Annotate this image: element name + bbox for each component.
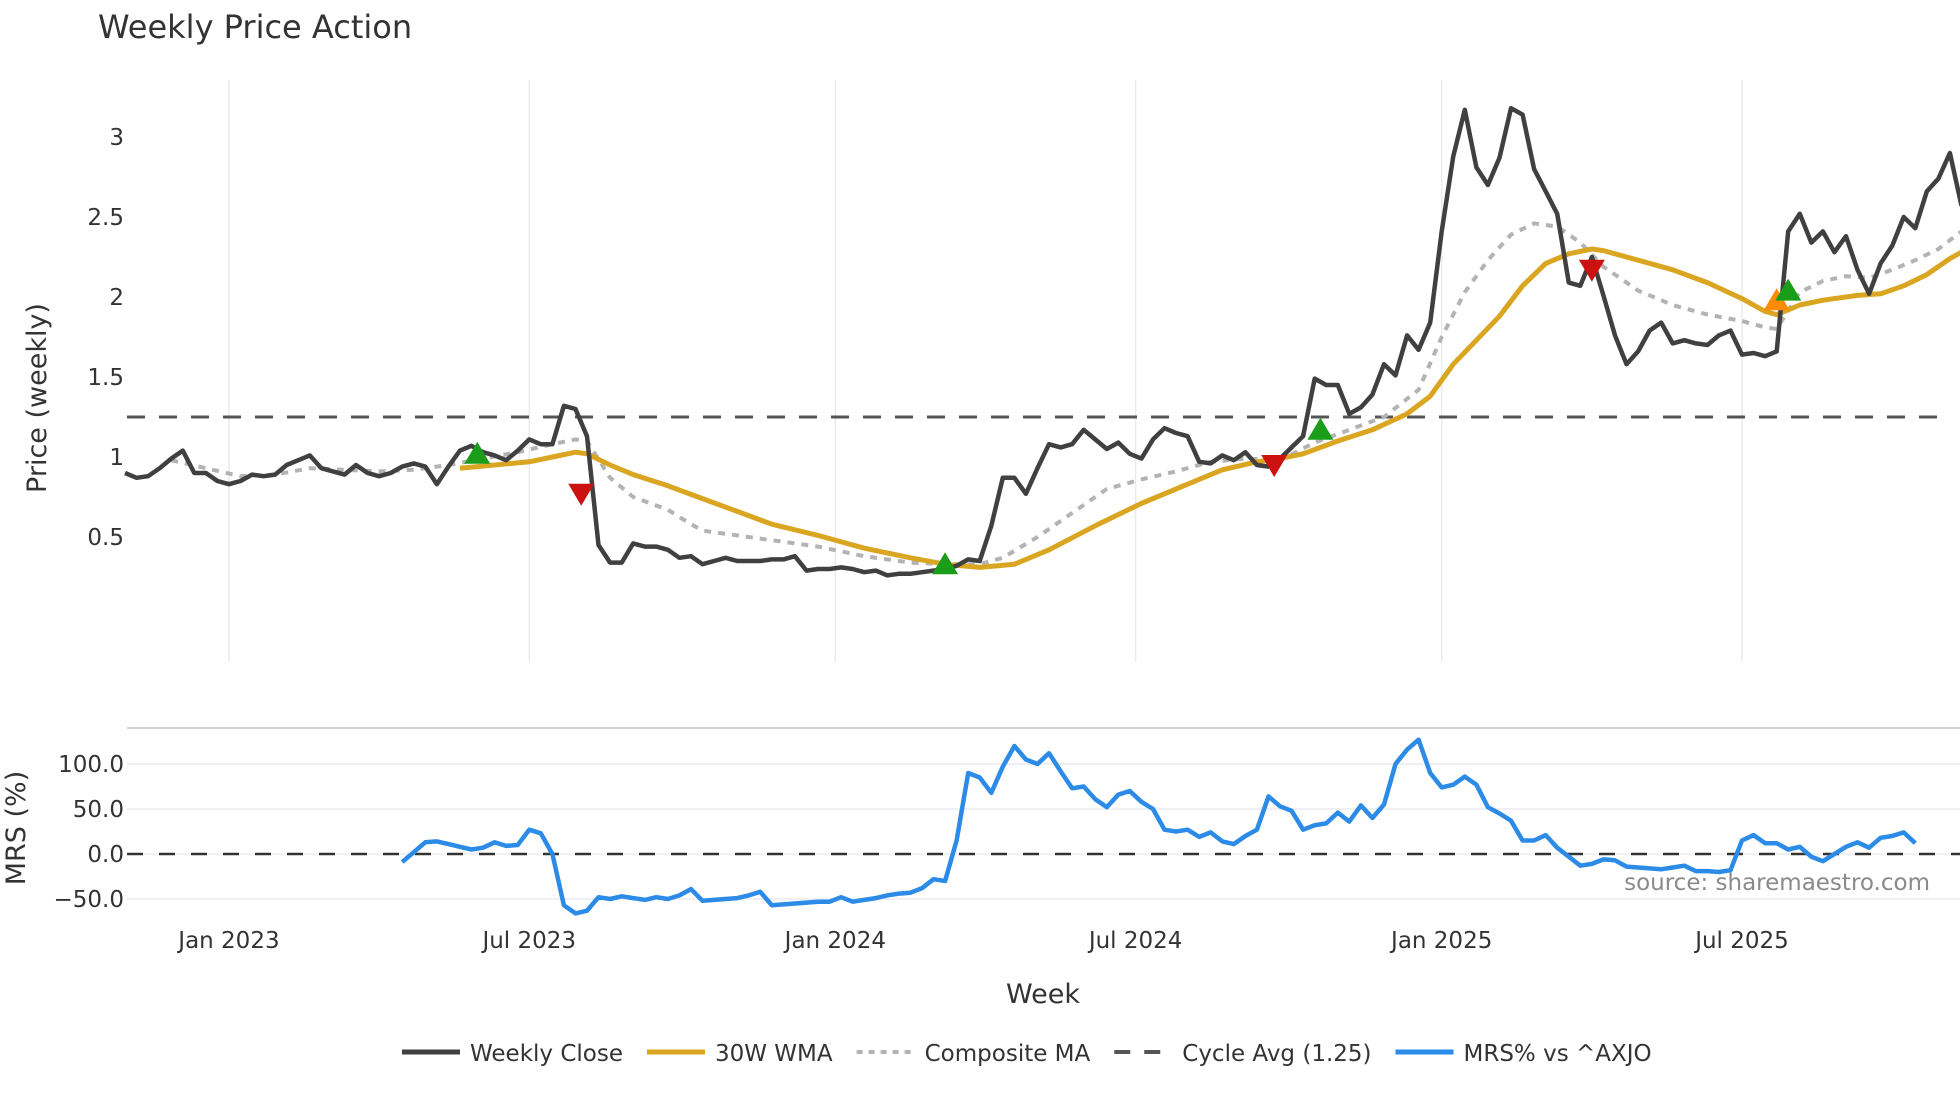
30w-wma-line	[459, 246, 1960, 570]
mrs-y-tick-label: 0.0	[87, 842, 124, 868]
weekly-close-line	[124, 105, 1960, 578]
x-tick-label: Jul 2023	[480, 928, 576, 954]
x-tick-label: Jan 2024	[783, 928, 886, 954]
legend-label: 30W WMA	[715, 1041, 833, 1067]
price-y-tick-label: 2	[109, 285, 124, 311]
sell-signal-marker	[1578, 259, 1605, 282]
sell-signal-marker	[568, 483, 595, 506]
x-tick-label: Jan 2023	[176, 928, 279, 954]
x-axis-ticks: Jan 2023 Jul 2023 Jan 2024 Jul 2024 Jan 2025…	[176, 928, 1789, 954]
chart-title: Weekly Price Action	[98, 8, 412, 46]
price-series	[124, 105, 1960, 578]
mrs-y-ticks: −50.0 0.0 50.0 100.0	[54, 752, 124, 913]
mrs-y-tick-label: −50.0	[54, 887, 124, 913]
legend-label: Weekly Close	[470, 1041, 623, 1067]
price-y-tick-label: 2.5	[87, 205, 124, 231]
legend-item: Cycle Avg (1.25)	[1114, 1041, 1372, 1067]
legend-item: 30W WMA	[646, 1041, 833, 1067]
price-y-tick-label: 0.5	[87, 525, 124, 551]
legend-label: Cycle Avg (1.25)	[1182, 1041, 1371, 1067]
source-attribution: source: sharemaestro.com	[1624, 870, 1930, 896]
price-gridlines	[228, 80, 1743, 662]
x-tick-label: Jul 2025	[1693, 928, 1789, 954]
legend-item: Composite MA	[856, 1041, 1091, 1067]
buy-signal-marker	[932, 552, 959, 575]
price-panel: 0.5 1 1.5 2 2.5 3 Price (weekly)	[22, 80, 1960, 662]
legend-item: Weekly Close	[402, 1041, 623, 1067]
mrs-panel: −50.0 0.0 50.0 100.0 MRS (%) source: sharem…	[1, 727, 1960, 916]
price-y-ticks: 0.5 1 1.5 2 2.5 3	[87, 125, 124, 551]
buy-signal-marker	[1775, 278, 1802, 301]
x-tick-label: Jul 2024	[1087, 928, 1183, 954]
mrs-y-tick-label: 100.0	[58, 752, 124, 778]
legend-label: MRS% vs ^AXJO	[1464, 1041, 1652, 1067]
legend: Weekly Close 30W WMA Composite MA Cycle Avg…	[402, 1041, 1652, 1067]
price-y-axis-title: Price (weekly)	[22, 303, 53, 493]
buy-signal-marker	[1307, 417, 1334, 440]
x-tick-label: Jan 2025	[1389, 928, 1492, 954]
mrs-y-tick-label: 50.0	[73, 797, 124, 823]
mrs-gridlines	[127, 763, 1960, 900]
legend-item: MRS% vs ^AXJO	[1395, 1041, 1652, 1067]
sell-signal-marker	[1261, 455, 1288, 477]
buy-signal-marker	[464, 441, 491, 464]
mrs-line	[400, 737, 1917, 916]
mrs-series	[400, 737, 1917, 916]
mrs-y-axis-title: MRS (%)	[1, 771, 32, 886]
price-y-tick-label: 3	[109, 125, 124, 151]
price-y-tick-label: 1	[109, 445, 124, 471]
legend-label: Composite MA	[925, 1041, 1091, 1067]
price-y-tick-label: 1.5	[87, 365, 124, 391]
signal-markers	[464, 259, 1802, 575]
x-axis-title: Week	[1006, 979, 1080, 1010]
